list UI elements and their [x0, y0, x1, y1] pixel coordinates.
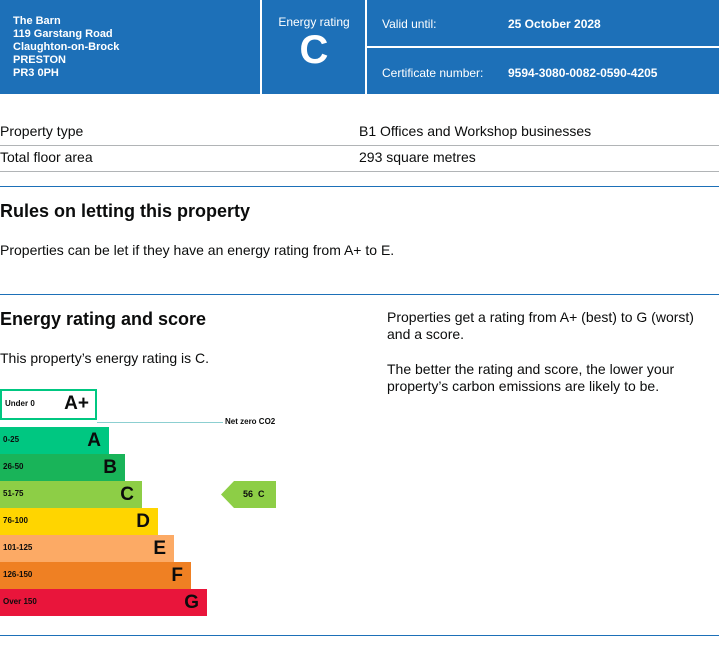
property-type-row: Property type B1 Offices and Workshop bu… [0, 119, 719, 145]
energy-rating-letter: C [299, 28, 329, 72]
valid-until-label: Valid until: [382, 17, 437, 31]
current-score-label: 56 C [243, 489, 265, 499]
section-divider [0, 635, 719, 636]
band-letter: F [171, 565, 183, 586]
band-b: 26-50 B [0, 454, 125, 481]
valid-until-value: 25 October 2028 [508, 17, 601, 31]
property-type-value: B1 Offices and Workshop businesses [359, 123, 592, 139]
net-zero-label: Net zero CO2 [225, 417, 276, 426]
band-range-label: 126-150 [3, 570, 33, 579]
row-divider [0, 171, 719, 172]
band-f: 126-150 F [0, 562, 191, 589]
certificate-number-value: 9594-3080-0082-0590-4205 [508, 66, 658, 80]
property-address: The Barn 119 Garstang Road Claughton-on-… [13, 15, 119, 80]
floor-area-label: Total floor area [0, 149, 93, 165]
band-e: 101-125 E [0, 535, 174, 562]
pointer-arrow-shape [221, 481, 276, 508]
current-rating-pointer: 56 C [221, 481, 276, 508]
address-line: The Barn [13, 15, 61, 27]
address-line: PRESTON [13, 54, 66, 66]
energy-rating-label: Energy rating [278, 15, 350, 29]
band-range-label: 101-125 [3, 543, 33, 552]
floor-area-row: Total floor area 293 square metres [0, 145, 719, 171]
current-rating: C [258, 489, 265, 499]
band-g: Over 150 G [0, 589, 207, 616]
energy-rating-statement: This property’s energy rating is C. [0, 350, 210, 366]
band-letter: G [184, 592, 199, 613]
band-range-label: Under 0 [5, 399, 35, 408]
rating-explanation: Properties get a rating from A+ (best) t… [387, 309, 694, 342]
band-range-label: 26-50 [3, 462, 24, 471]
band-letter: B [103, 457, 117, 478]
band-range-label: 0-25 [3, 435, 20, 444]
header-divider [367, 46, 719, 48]
rules-text: Properties can be let if they have an en… [0, 242, 395, 258]
current-score: 56 [243, 489, 254, 499]
row-divider [0, 145, 719, 146]
band-range-label: Over 150 [3, 597, 37, 606]
band-c: 51-75 C [0, 481, 142, 508]
certificate-number-label: Certificate number: [382, 66, 484, 80]
net-zero-line [97, 422, 223, 423]
band-a: 0-25 A [0, 427, 109, 454]
band-letter: A [87, 430, 101, 451]
rules-heading: Rules on letting this property [0, 201, 251, 221]
header-divider [260, 0, 262, 94]
address-line: 119 Garstang Road [13, 28, 113, 40]
band-letter: C [120, 484, 134, 505]
energy-heading: Energy rating and score [0, 309, 207, 329]
band-letter: A+ [64, 393, 89, 414]
address-line: PR3 0PH [13, 67, 59, 79]
address-line: Claughton-on-Brock [13, 41, 120, 53]
header-divider [365, 0, 367, 94]
band-a-plus: Under 0 A+ [0, 389, 97, 420]
band-letter: E [153, 538, 166, 559]
section-divider [0, 186, 719, 187]
band-letter: D [136, 511, 150, 532]
section-divider [0, 294, 719, 295]
property-type-label: Property type [0, 123, 84, 139]
emissions-explanation: The better the rating and score, the low… [387, 361, 675, 394]
floor-area-value: 293 square metres [359, 149, 476, 165]
band-range-label: 76-100 [3, 516, 28, 525]
band-d: 76-100 D [0, 508, 158, 535]
certificate-header: The Barn 119 Garstang Road Claughton-on-… [0, 0, 719, 94]
band-range-label: 51-75 [3, 489, 24, 498]
